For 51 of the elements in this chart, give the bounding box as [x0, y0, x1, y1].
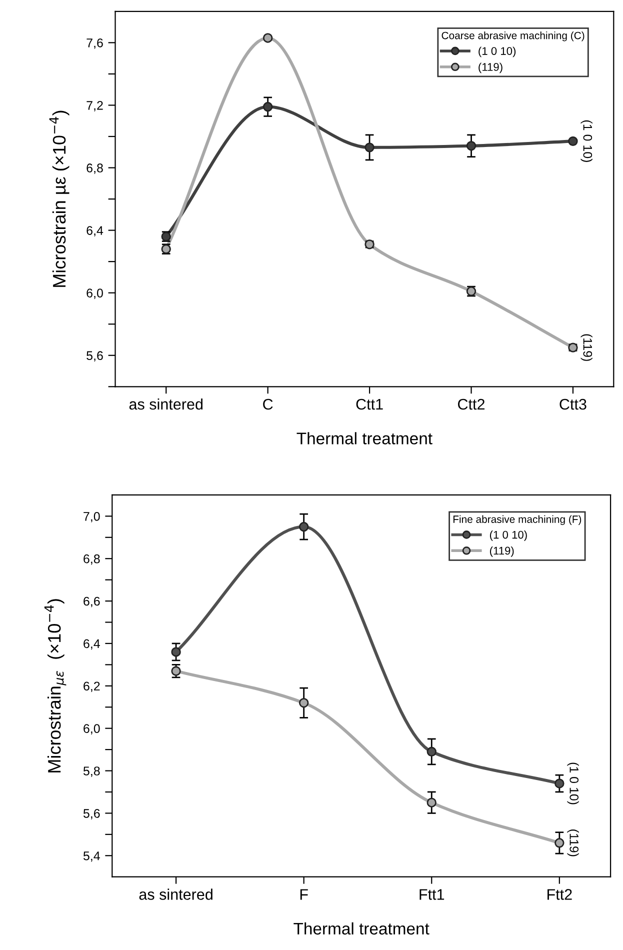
- y-tick-label: 7,2: [86, 101, 103, 112]
- y-axis-title: Microstrain µε (×10$^{−4}$): [49, 110, 70, 287]
- x-tick-label: Ctt3: [560, 398, 586, 410]
- point: [568, 136, 578, 146]
- x-tick-label: as sintered: [129, 398, 202, 410]
- y-tick-label: 5,6: [83, 809, 100, 820]
- x-axis-title: Thermal treatment: [296, 432, 432, 444]
- x-tick-label: C: [263, 398, 273, 410]
- annotation: (1 0 10): [567, 762, 579, 804]
- legend-label: (1 0 10): [490, 530, 527, 541]
- point: [426, 746, 436, 757]
- y-tick-label: 6,4: [86, 226, 104, 236]
- point: [554, 778, 564, 788]
- point: [171, 647, 181, 657]
- x-tick-label: Ftt2: [548, 889, 572, 900]
- annotation: (119): [567, 830, 579, 856]
- y-tick-label: 6,8: [84, 554, 100, 565]
- y-tick-label: 7,0: [84, 512, 100, 522]
- legend-label: (1 0 10): [478, 46, 516, 58]
- y-axis-title: Microstrain$_{με}$ (×10$^{−4}$): [44, 599, 66, 772]
- y-tick-label: 5,8: [83, 766, 100, 777]
- y-tick-label: 7,6: [86, 38, 103, 49]
- legend-title: Coarse abrasive machining (C): [442, 32, 584, 42]
- point: [262, 102, 273, 112]
- y-tick-label: 6,2: [84, 682, 100, 692]
- point: [262, 33, 273, 43]
- y-tick-label: 6,6: [84, 596, 100, 608]
- x-tick-label: as sintered: [139, 888, 212, 900]
- annotation: (1 0 10): [580, 120, 592, 162]
- point: [298, 698, 309, 708]
- legend-label: (119): [490, 546, 514, 557]
- y-tick-label: 6,0: [86, 288, 103, 299]
- point: [171, 666, 181, 676]
- annotation: (119): [580, 334, 592, 361]
- y-tick-label: 5,6: [86, 351, 103, 362]
- point: [554, 838, 564, 848]
- point: [298, 522, 309, 532]
- x-axis-title: Thermal treatment: [294, 922, 430, 935]
- legend-label: (119): [478, 62, 502, 74]
- x-tick-label: Ctt2: [458, 398, 484, 410]
- y-tick-label: 6,4: [84, 639, 100, 650]
- y-tick-label: 6,0: [84, 724, 100, 734]
- point: [426, 798, 436, 808]
- x-tick-label: Ctt1: [356, 398, 383, 410]
- point: [466, 141, 476, 151]
- y-tick-label: 6,8: [86, 164, 103, 174]
- x-tick-label: F: [300, 889, 308, 900]
- legend-title: Fine abrasive machining (F): [453, 515, 582, 526]
- x-tick-label: Ftt1: [420, 889, 444, 900]
- point: [364, 142, 374, 152]
- y-tick-label: 5,4: [83, 852, 100, 862]
